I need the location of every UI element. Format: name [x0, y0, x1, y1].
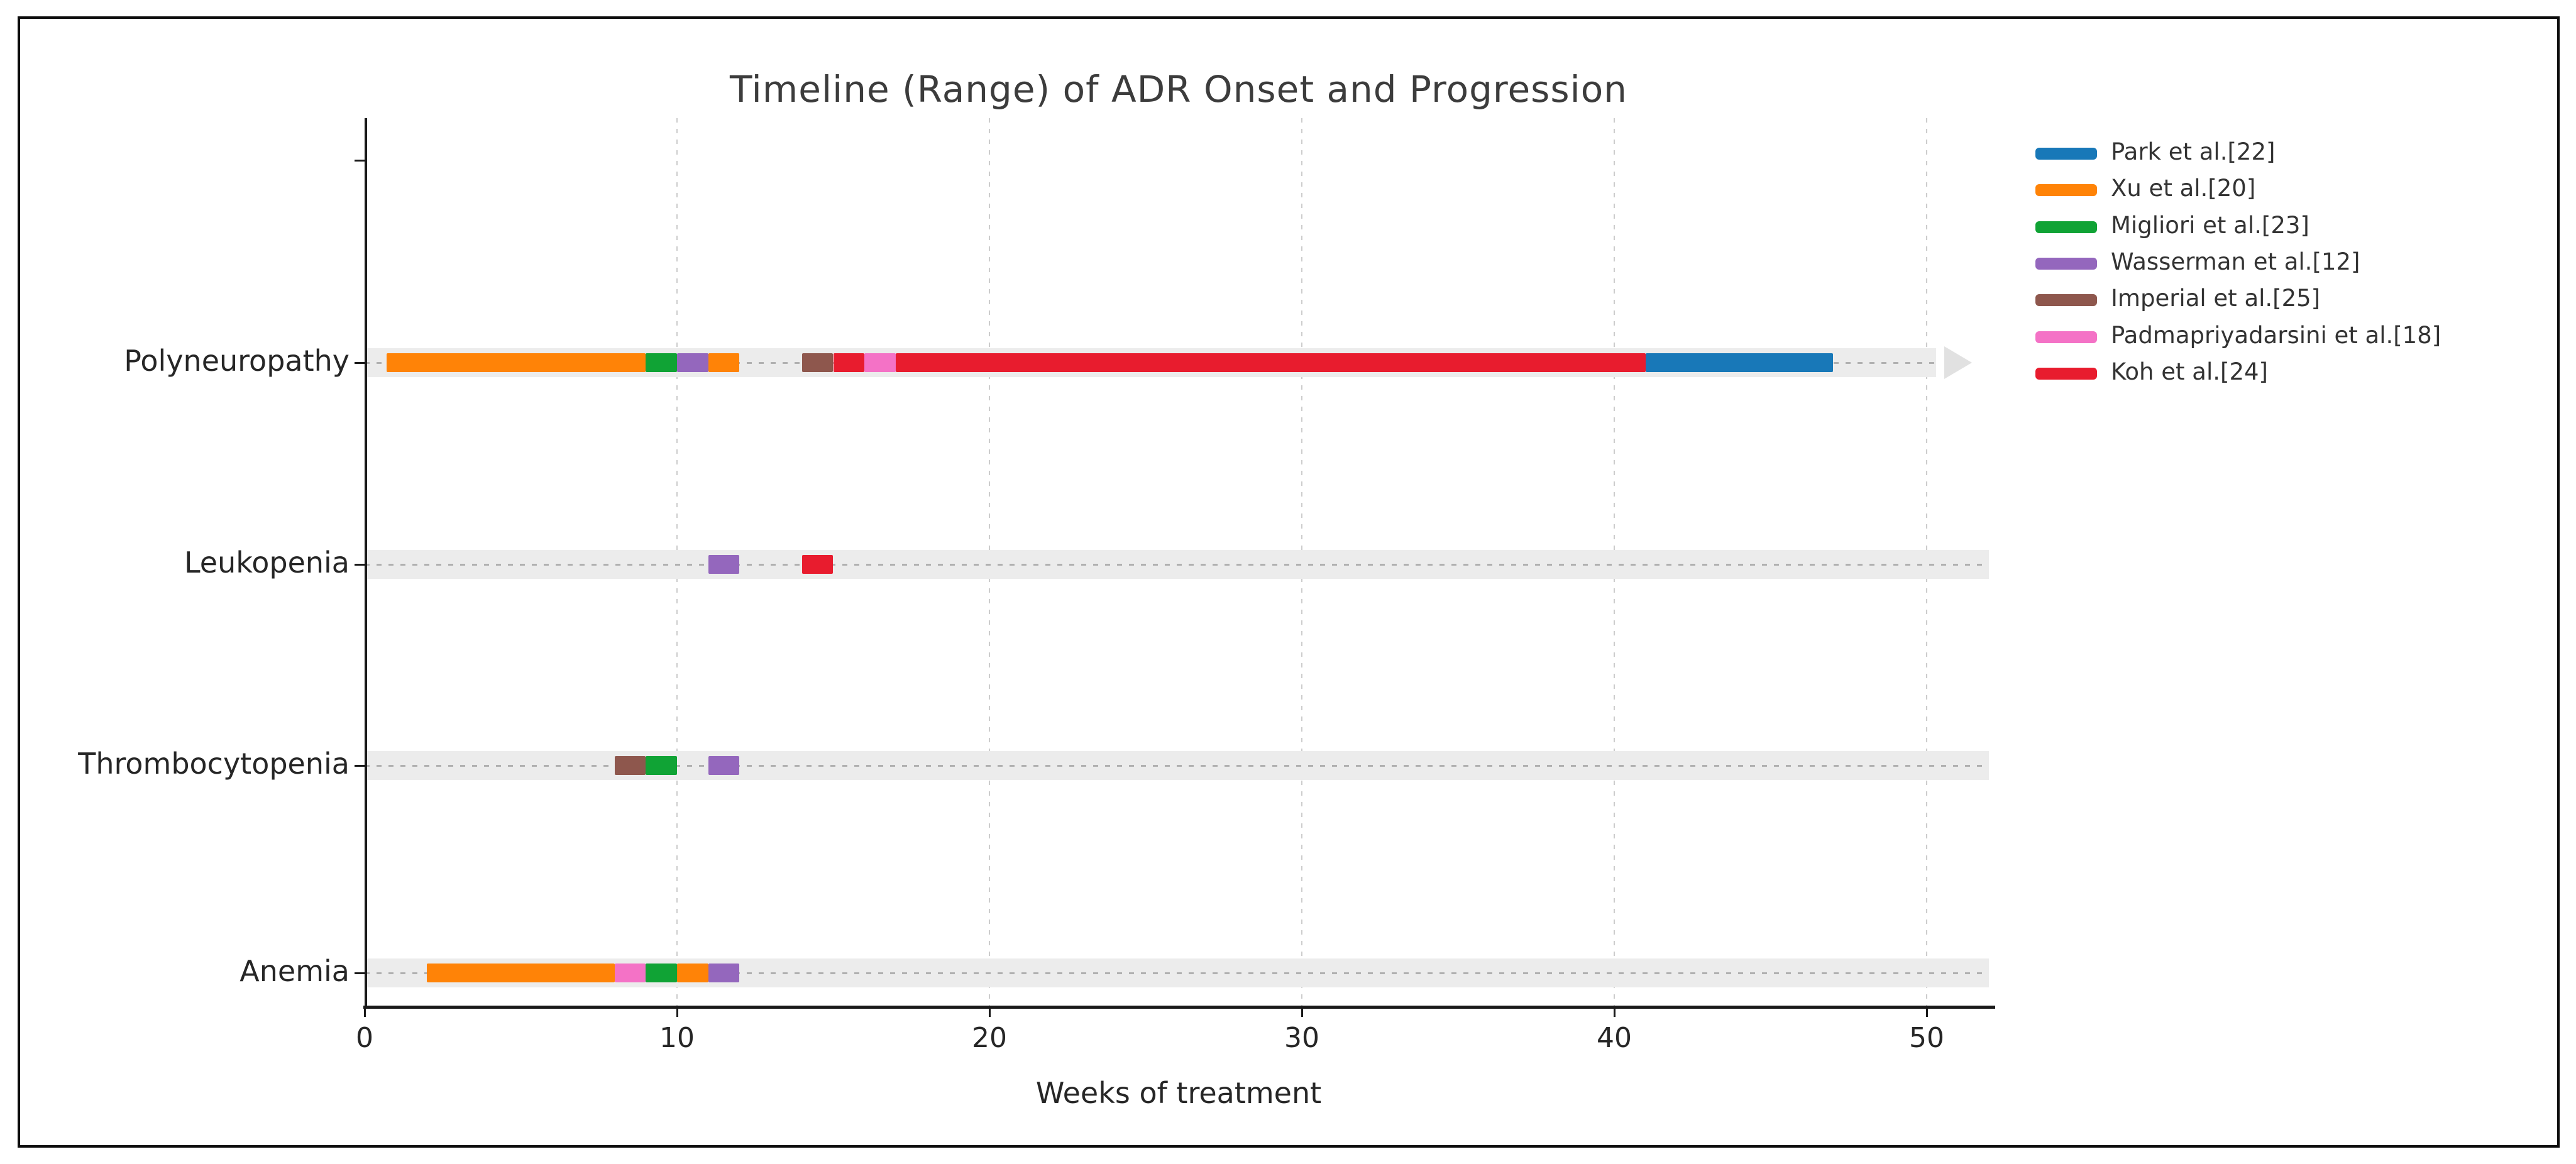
- legend-swatch-icon: [2035, 331, 2097, 343]
- range-bar: [427, 964, 615, 982]
- x-tick: [989, 1006, 991, 1017]
- y-axis-category-label: Anemia: [239, 954, 350, 988]
- legend-swatch-icon: [2035, 221, 2097, 233]
- x-tick-label: 20: [972, 1022, 1007, 1054]
- range-bar: [801, 353, 834, 372]
- y-tick: [355, 972, 365, 974]
- y-tick-top: [355, 160, 365, 162]
- y-tick: [355, 564, 365, 566]
- range-bar: [1645, 353, 1833, 372]
- x-tick-label: 10: [659, 1022, 695, 1054]
- legend-swatch-icon: [2035, 257, 2097, 270]
- range-bar: [864, 353, 896, 372]
- range-bar: [646, 353, 677, 372]
- x-axis-spine: [363, 1006, 1995, 1009]
- range-bar: [614, 964, 646, 982]
- y-tick: [355, 362, 365, 364]
- x-tick-label: 50: [1909, 1022, 1944, 1054]
- legend-swatch-icon: [2035, 148, 2097, 160]
- range-bar: [895, 353, 1646, 372]
- x-tick: [1301, 1006, 1303, 1017]
- legend-label: Wasserman et al.[12]: [2111, 248, 2360, 275]
- x-tick-label: 30: [1284, 1022, 1319, 1054]
- x-tick: [676, 1006, 678, 1017]
- figure-border: [18, 16, 2560, 1148]
- range-bar: [708, 756, 740, 775]
- y-axis-category-label: Polyneuropathy: [124, 344, 350, 378]
- y-axis-category-label: Thrombocytopenia: [78, 747, 350, 781]
- legend-swatch-icon: [2035, 294, 2097, 307]
- x-tick: [364, 1006, 366, 1017]
- x-axis-label: Weeks of treatment: [1035, 1076, 1322, 1110]
- x-tick-label: 0: [356, 1022, 373, 1054]
- row-dashed-line: [365, 972, 1990, 974]
- x-tick-label: 40: [1597, 1022, 1632, 1054]
- legend-swatch-icon: [2035, 367, 2097, 380]
- legend-label: Padmapriyadarsini et al.[18]: [2111, 321, 2441, 349]
- legend-label: Imperial et al.[25]: [2111, 285, 2321, 312]
- x-tick: [1614, 1006, 1616, 1017]
- legend-label: Park et al.[22]: [2111, 138, 2276, 165]
- chart-title: Timeline (Range) of ADR Onset and Progre…: [730, 68, 1627, 111]
- range-bar: [646, 964, 677, 982]
- y-axis-spine: [365, 118, 367, 1007]
- row-dashed-line: [365, 765, 1990, 767]
- range-bar: [677, 964, 708, 982]
- legend-label: Xu et al.[20]: [2111, 175, 2256, 202]
- range-bar: [708, 964, 740, 982]
- range-bar: [386, 353, 646, 372]
- range-bar: [646, 756, 677, 775]
- range-bar: [833, 353, 865, 372]
- x-tick: [1926, 1006, 1928, 1017]
- continuation-arrow-icon: [1944, 346, 1972, 379]
- range-bar: [708, 353, 740, 372]
- row-dashed-line: [365, 564, 1990, 566]
- legend-swatch-icon: [2035, 184, 2097, 197]
- range-bar: [614, 756, 646, 775]
- legend-label: Koh et al.[24]: [2111, 358, 2268, 385]
- legend-label: Migliori et al.[23]: [2111, 211, 2309, 239]
- y-axis-category-label: Leukopenia: [184, 546, 350, 579]
- range-bar: [801, 555, 834, 574]
- range-bar: [708, 555, 740, 574]
- range-bar: [677, 353, 708, 372]
- y-tick: [355, 765, 365, 767]
